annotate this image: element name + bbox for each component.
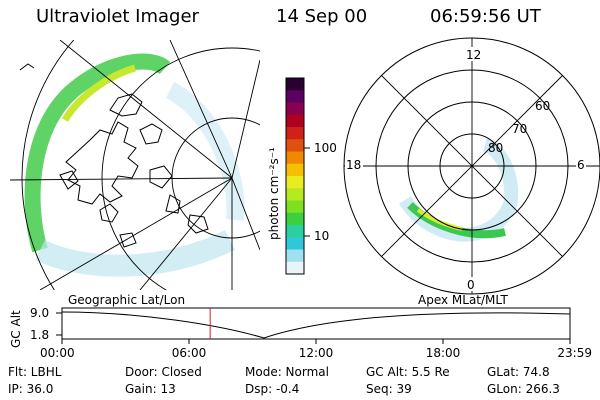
timeline-xtick-label: 06:00	[172, 346, 207, 360]
status-seq: Seq: 39	[366, 382, 412, 396]
colorbar-swatch	[286, 139, 304, 152]
altitude-curve	[61, 311, 571, 339]
colorbar-swatch	[286, 212, 304, 226]
colorbar-swatch	[286, 176, 304, 189]
colorbar-swatch	[286, 200, 304, 214]
mlat-label-60: 60	[535, 99, 550, 113]
timeline-xtick-label: 00:00	[40, 346, 75, 360]
mlt-label-0: 0	[467, 278, 475, 292]
timeline-xtick-label: 18:00	[426, 346, 461, 360]
colorbar-swatch	[286, 261, 304, 275]
colorbar-swatch	[286, 78, 304, 91]
polar-panel-title: Apex MLat/MLT	[418, 293, 508, 307]
mlat-label-70: 70	[512, 122, 527, 136]
status-glat: GLat: 74.8	[487, 365, 550, 379]
colorbar-swatch	[286, 127, 304, 140]
colorbar-swatch	[286, 114, 304, 128]
colorbar-unit-label: photon cm⁻²s⁻¹	[267, 147, 281, 240]
status-door: Door: Closed	[125, 365, 202, 379]
timeline-xtick-label: 12:00	[299, 346, 334, 360]
status-filter: Flt: LBHL	[8, 365, 62, 379]
colorbar-swatch	[286, 188, 304, 201]
timeline-ylabel: GC Alt	[9, 310, 23, 348]
status-ip: IP: 36.0	[8, 382, 54, 396]
auroral-emission-polar	[407, 202, 506, 239]
colorbar-frame	[285, 77, 305, 275]
status-glon: GLon: 266.3	[487, 382, 560, 396]
status-dsp: Dsp: -0.4	[245, 382, 300, 396]
mlt-label-12: 12	[466, 48, 481, 62]
auroral-emission-geo-core	[61, 64, 137, 122]
polar-plot: 12 18 6 0 60 70 80	[343, 37, 600, 295]
auroral-emission-polar-core	[416, 208, 463, 231]
status-mode: Mode: Normal	[245, 365, 329, 379]
status-gain: Gain: 13	[125, 382, 176, 396]
geographic-map	[10, 40, 260, 290]
timeline-ytick-1.8: 1.8	[30, 328, 49, 342]
time-label: 06:59:56 UT	[430, 6, 541, 27]
mlat-label-80: 80	[488, 141, 503, 155]
instrument-title: Ultraviolet Imager	[36, 6, 199, 27]
colorbar-swatch	[286, 225, 304, 238]
colorbar-swatch	[286, 237, 304, 250]
geo-grid	[10, 40, 260, 290]
colorbar-swatch	[286, 102, 304, 116]
colorbar-tick-100: 100	[314, 141, 337, 155]
auroral-emission-geo-faint	[35, 230, 235, 277]
timeline-xtick-label: 23:59	[557, 346, 592, 360]
geo-panel-title: Geographic Lat/Lon	[68, 293, 186, 307]
colorbar-tick-10: 10	[314, 229, 329, 243]
coastline-canada	[19, 63, 139, 205]
mlt-label-18: 18	[346, 158, 361, 172]
colorbar	[285, 77, 305, 275]
auroral-emission-geo	[24, 53, 171, 253]
mlt-label-6: 6	[577, 158, 585, 172]
colorbar-swatch	[286, 90, 304, 103]
colorbar-swatch	[286, 249, 304, 263]
timeline-ytick-9: 9.0	[30, 306, 49, 320]
colorbar-swatch	[286, 163, 304, 177]
status-gc-alt: GC Alt: 5.5 Re	[366, 365, 450, 379]
colorbar-swatch	[286, 151, 304, 165]
date-label: 14 Sep 00	[276, 6, 368, 27]
timeline-xticks: 00:00 06:00 12:00 18:00 23:59	[40, 339, 592, 360]
